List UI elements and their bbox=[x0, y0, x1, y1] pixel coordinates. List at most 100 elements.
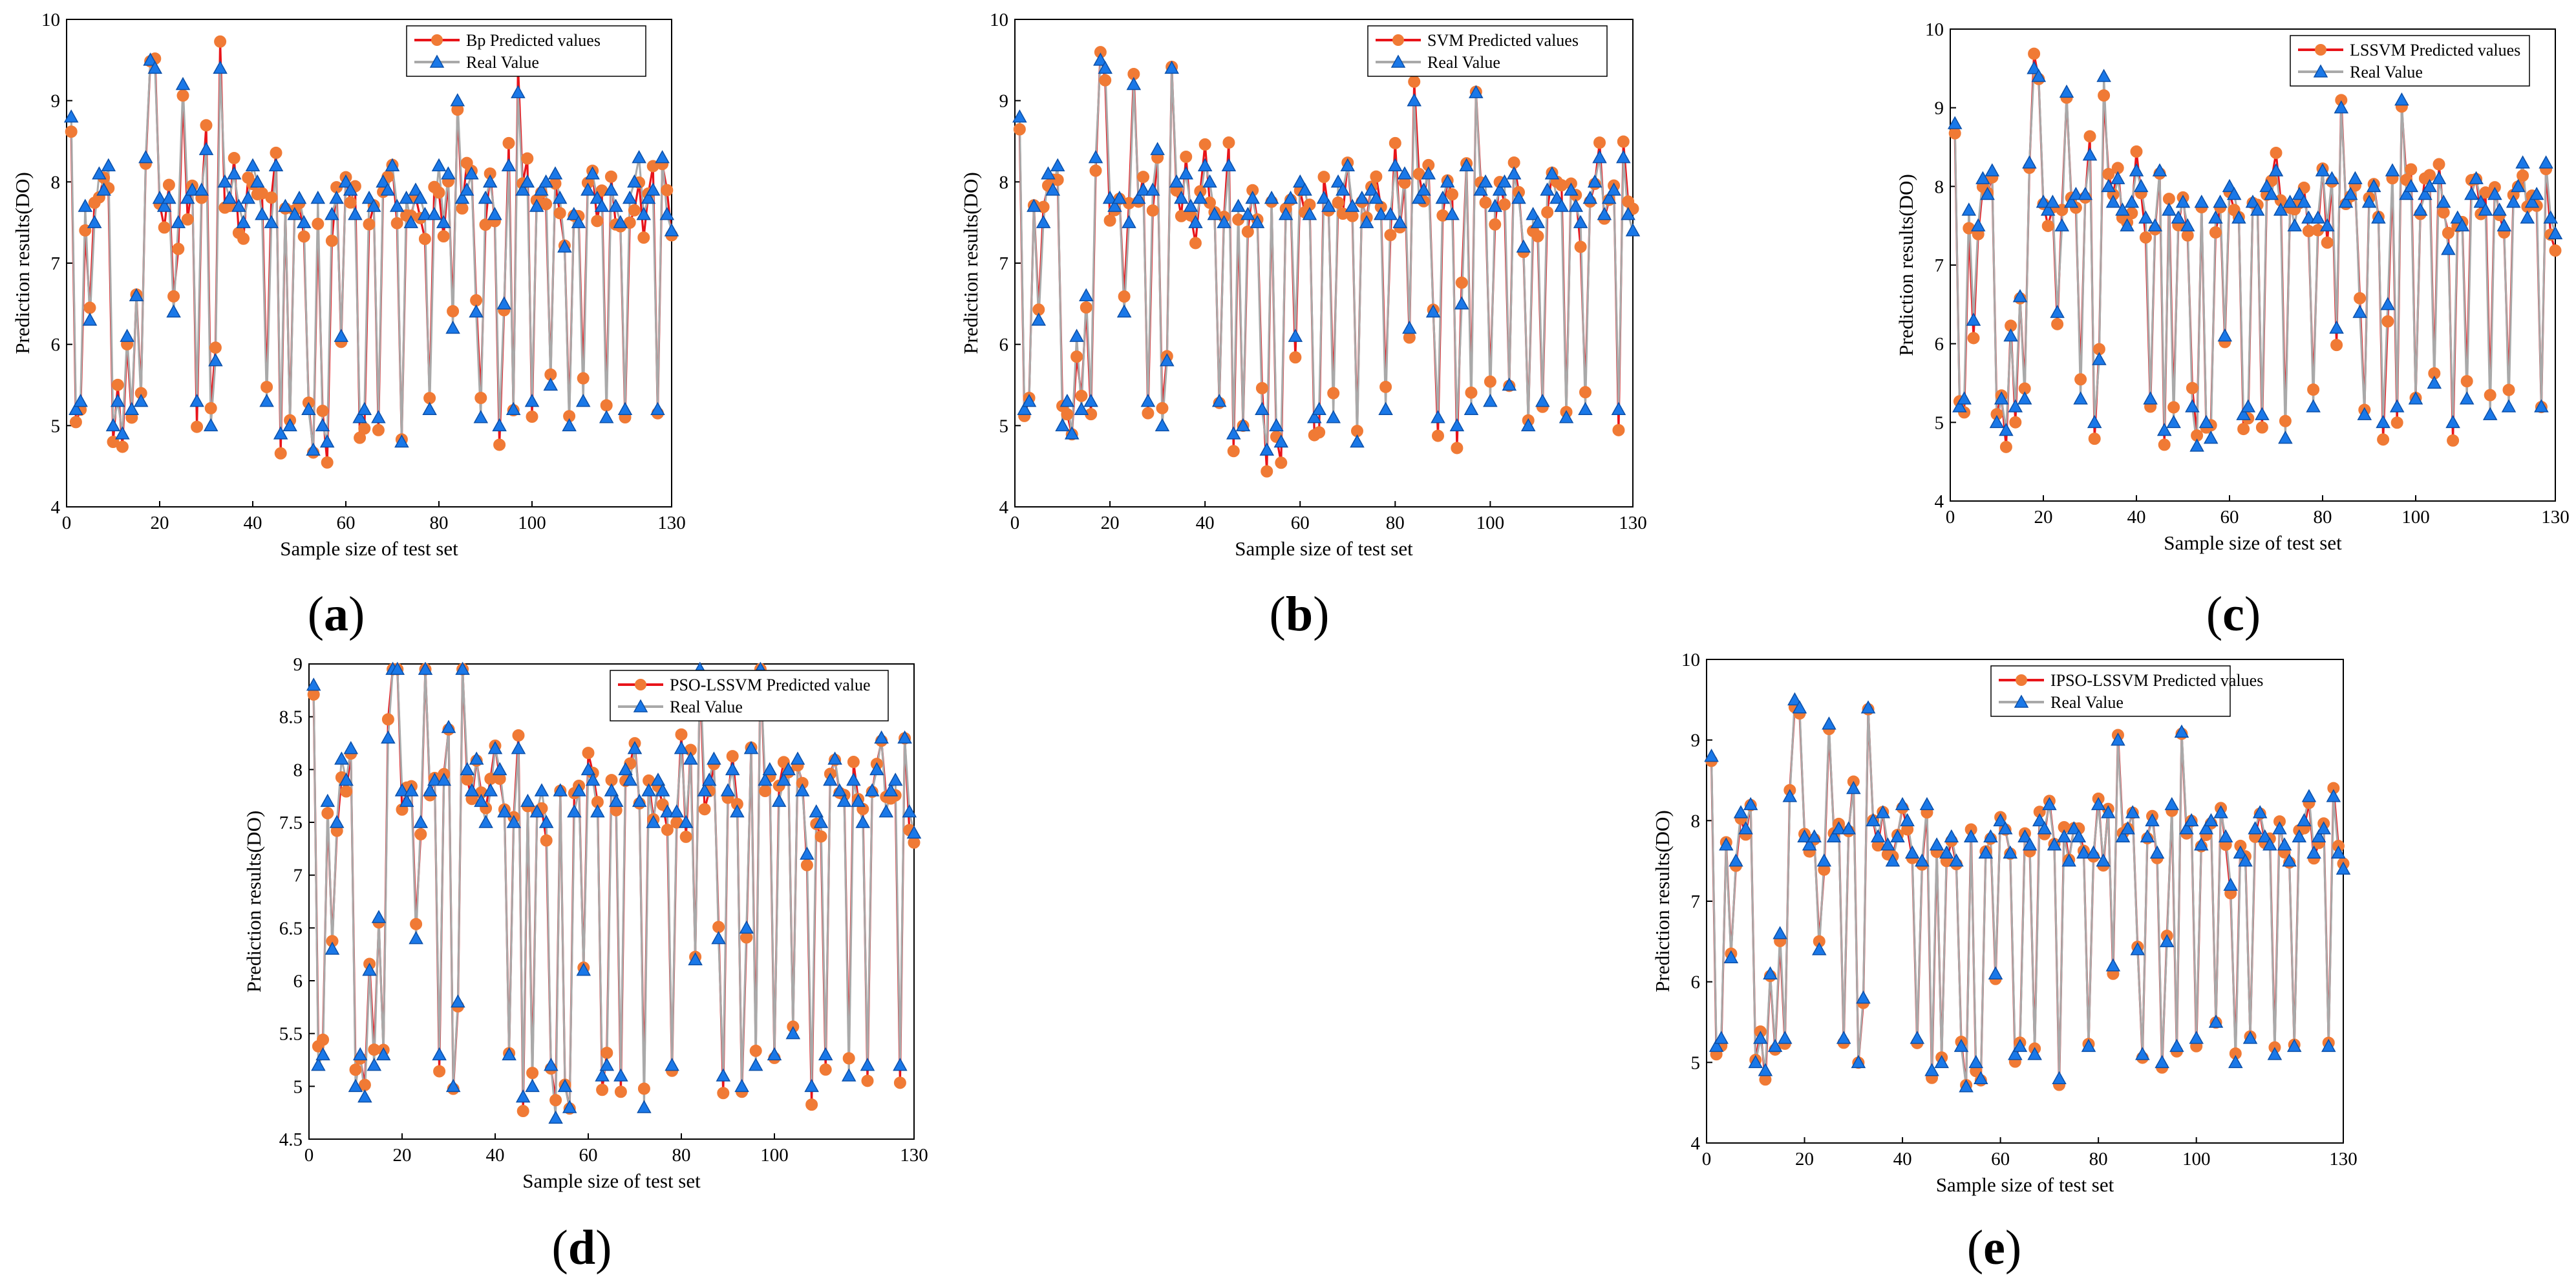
real-point bbox=[878, 804, 894, 818]
real-point bbox=[2223, 877, 2239, 891]
real-point bbox=[1336, 182, 1350, 196]
real-point bbox=[800, 846, 814, 860]
real-point bbox=[1464, 401, 1479, 415]
real-point bbox=[1952, 399, 1967, 412]
real-point bbox=[2185, 399, 2200, 412]
real-point bbox=[250, 174, 265, 188]
real-point bbox=[2257, 829, 2273, 843]
real-point bbox=[2450, 210, 2465, 224]
real-point bbox=[2325, 171, 2339, 184]
predicted-point bbox=[582, 747, 595, 760]
real-point bbox=[571, 783, 586, 796]
real-point bbox=[2431, 171, 2447, 184]
real-point bbox=[2241, 399, 2256, 412]
real-point bbox=[632, 793, 647, 807]
legend-label: Real Value bbox=[2350, 63, 2423, 81]
x-tick-label: 40 bbox=[2127, 507, 2146, 528]
real-point bbox=[208, 353, 223, 367]
real-point bbox=[343, 741, 359, 754]
real-point bbox=[1197, 158, 1213, 171]
real-point bbox=[2184, 813, 2199, 827]
predicted-point bbox=[1061, 408, 1074, 421]
predicted-point bbox=[111, 378, 124, 391]
real-point bbox=[217, 174, 233, 188]
real-point bbox=[1278, 207, 1293, 220]
real-point bbox=[2233, 845, 2248, 859]
predicted-point bbox=[1198, 138, 1211, 151]
predicted-point bbox=[2028, 47, 2041, 60]
real-point bbox=[1155, 418, 1170, 432]
real-point bbox=[1273, 434, 1289, 448]
real-point bbox=[1587, 174, 1602, 188]
real-point bbox=[2194, 195, 2209, 208]
real-point bbox=[1841, 821, 1857, 835]
real-point bbox=[2310, 210, 2326, 224]
predicted-point bbox=[661, 184, 674, 197]
predicted-point bbox=[2549, 244, 2562, 257]
real-point bbox=[1860, 700, 1876, 714]
real-point bbox=[2169, 1038, 2184, 1052]
real-point bbox=[1211, 394, 1227, 407]
real-point bbox=[1079, 288, 1094, 302]
predicted-point bbox=[800, 859, 813, 871]
real-point bbox=[846, 773, 861, 786]
real-point bbox=[627, 174, 642, 188]
real-point bbox=[105, 418, 121, 432]
real-point bbox=[669, 804, 685, 818]
real-point bbox=[2164, 796, 2180, 811]
real-point bbox=[2120, 821, 2135, 835]
real-point bbox=[534, 783, 549, 796]
predicted-point bbox=[1075, 389, 1088, 402]
real-point bbox=[893, 1058, 908, 1071]
real-point bbox=[2231, 210, 2246, 224]
real-point bbox=[2101, 178, 2116, 193]
predicted-point bbox=[1579, 386, 1591, 399]
predicted-point bbox=[1070, 350, 1083, 363]
real-point bbox=[1549, 190, 1564, 204]
real-point bbox=[2296, 195, 2312, 208]
real-point bbox=[851, 793, 866, 807]
real-point bbox=[2306, 845, 2321, 859]
real-point bbox=[1217, 215, 1231, 228]
real-point bbox=[2213, 195, 2228, 208]
predicted-point bbox=[390, 217, 403, 230]
real-point bbox=[1621, 207, 1635, 220]
real-point bbox=[2361, 195, 2377, 208]
real-point bbox=[394, 434, 409, 448]
real-point bbox=[1098, 60, 1112, 74]
real-point bbox=[1502, 377, 1517, 391]
real-point bbox=[1949, 853, 1964, 867]
y-tick-label: 5 bbox=[1935, 412, 1944, 433]
real-point bbox=[2156, 422, 2172, 436]
real-point bbox=[776, 773, 791, 786]
legend: Bp Predicted values Real Value bbox=[406, 25, 646, 77]
legend-box bbox=[406, 25, 646, 77]
real-point bbox=[511, 85, 526, 98]
predicted-point bbox=[1617, 135, 1630, 148]
legend-label: Real Value bbox=[1427, 53, 1500, 72]
real-point bbox=[1568, 198, 1584, 212]
predicted-point bbox=[1227, 445, 1240, 458]
real-point bbox=[236, 215, 251, 228]
real-point bbox=[613, 215, 628, 228]
real-point bbox=[2066, 821, 2081, 835]
real-point bbox=[1729, 853, 1743, 867]
real-point bbox=[460, 762, 475, 776]
real-point bbox=[1226, 426, 1241, 440]
predicted-point bbox=[512, 729, 525, 742]
real-point bbox=[2236, 407, 2251, 420]
predicted-point bbox=[549, 177, 562, 190]
real-point bbox=[371, 410, 386, 423]
real-point bbox=[1963, 829, 1979, 843]
real-point bbox=[1487, 198, 1503, 212]
real-point bbox=[1953, 1038, 1969, 1052]
real-point bbox=[2412, 202, 2428, 216]
predicted-point bbox=[2088, 433, 2101, 445]
real-point bbox=[855, 815, 871, 828]
predicted-point bbox=[1013, 123, 1026, 136]
real-point bbox=[329, 815, 345, 828]
real-point bbox=[543, 377, 559, 391]
real-point bbox=[1449, 418, 1465, 432]
real-point bbox=[1330, 174, 1346, 188]
real-point bbox=[2292, 829, 2307, 843]
